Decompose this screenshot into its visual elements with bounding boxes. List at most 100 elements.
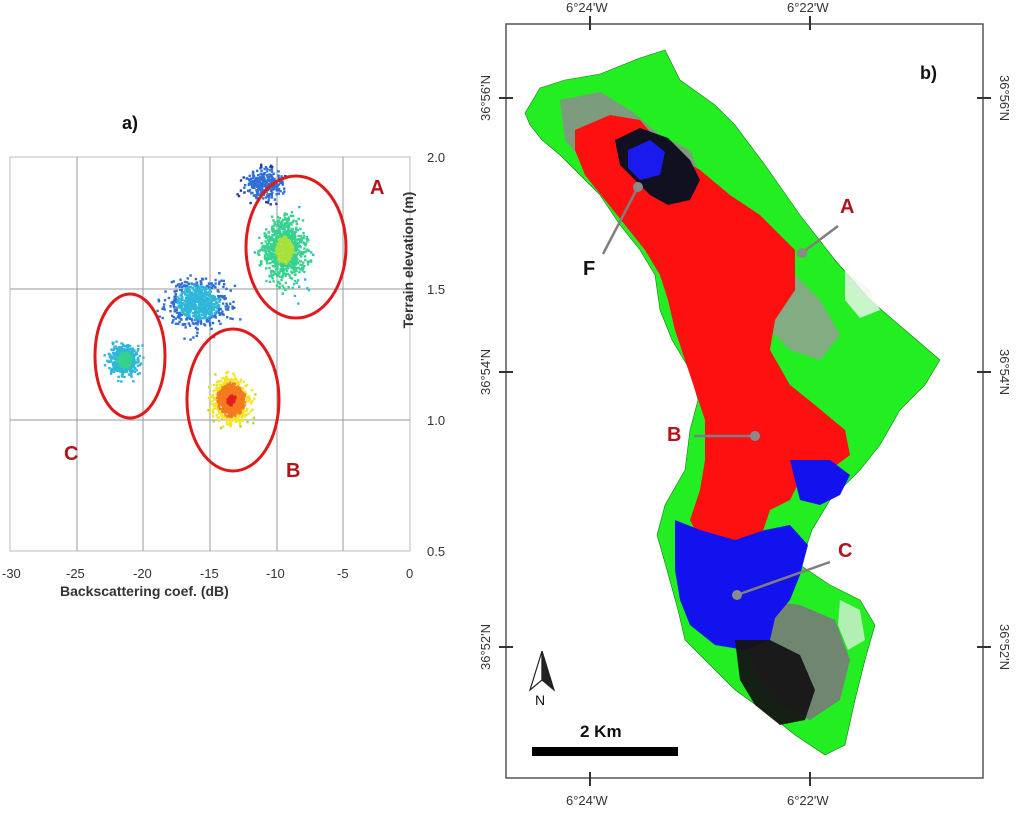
scatter-point: [294, 236, 297, 239]
scatter-point: [276, 249, 279, 252]
scatter-point: [237, 418, 241, 421]
scatter-point: [180, 292, 183, 296]
scatter-point: [225, 392, 228, 395]
scatter-point: [273, 187, 276, 191]
scatter-point: [223, 382, 227, 386]
scatter-point: [118, 358, 122, 362]
scatter-point: [222, 384, 226, 387]
scatter-point: [293, 270, 296, 274]
scatter-point: [123, 356, 126, 359]
scatter-point: [215, 404, 218, 407]
scatter-point: [240, 401, 244, 404]
scatter-point: [192, 283, 196, 286]
scatter-point: [184, 300, 188, 303]
scatter-point: [237, 394, 240, 397]
scatter-point: [174, 322, 178, 325]
scatter-point: [276, 228, 280, 232]
scatter-point: [267, 242, 271, 245]
scatter-point: [108, 366, 111, 370]
scatter-point: [157, 298, 160, 301]
scatter-point: [231, 307, 234, 310]
scatter-point: [191, 319, 194, 322]
scatter-point: [292, 262, 296, 265]
scatter-point: [238, 394, 241, 398]
scatter-point: [196, 331, 199, 334]
scatter-point: [230, 403, 234, 407]
scatter-point: [259, 260, 263, 263]
scatter-point: [273, 239, 276, 242]
scatter-point: [171, 321, 174, 324]
scatter-point: [301, 269, 304, 272]
scatter-point: [117, 365, 120, 368]
scatter-point: [118, 353, 122, 356]
scatter-point: [235, 382, 239, 385]
scatter-point: [186, 298, 190, 301]
scatter-point: [284, 268, 288, 271]
scatter-point: [284, 244, 288, 247]
scatter-point: [211, 303, 214, 306]
scatter-point: [304, 278, 307, 281]
scatter-point: [205, 309, 208, 312]
scatter-point: [113, 354, 116, 357]
scatter-point: [222, 296, 225, 299]
scatter-point: [296, 242, 299, 245]
scatter-point: [136, 356, 140, 360]
scatter-point: [287, 218, 290, 221]
scatter-point: [281, 269, 284, 273]
scatter-point: [280, 235, 283, 239]
scatter-point: [228, 409, 232, 413]
scatter-point: [200, 294, 203, 298]
scatter-point: [268, 187, 271, 191]
scatter-point: [224, 402, 228, 405]
scatter-point: [244, 183, 247, 187]
scatter-point: [120, 351, 123, 355]
scatter-point: [233, 382, 236, 386]
scatter-point: [271, 270, 275, 273]
scatter-point: [188, 289, 191, 292]
scatter-point: [138, 354, 141, 358]
scatter-point: [199, 282, 203, 285]
scatter-point: [278, 262, 281, 265]
scatter-point: [171, 314, 174, 318]
scatter-point: [241, 414, 244, 417]
scatter-point: [180, 318, 183, 321]
scatter-point: [227, 388, 231, 391]
scatter-point: [273, 259, 277, 263]
scatter-point: [273, 252, 276, 255]
scatter-point: [267, 235, 270, 239]
scatter-point: [195, 318, 198, 321]
leader-line-a: [801, 225, 839, 254]
scatter-point: [271, 234, 274, 237]
scatter-point: [288, 239, 292, 243]
y-tick: 1.0: [427, 413, 446, 428]
scatter-point: [178, 285, 181, 288]
scatter-point: [127, 363, 130, 367]
scatter-point: [260, 186, 263, 190]
scatter-point: [305, 236, 308, 239]
scatter-point: [198, 318, 201, 321]
scatter-point: [138, 372, 141, 375]
scatter-point: [240, 391, 244, 394]
scatter-point: [289, 276, 292, 279]
scatter-point: [214, 286, 217, 289]
scatter-point: [257, 250, 260, 253]
scatter-point: [111, 362, 115, 365]
scatter-point: [266, 239, 270, 242]
scatter-point: [291, 257, 294, 260]
scatter-point: [120, 358, 123, 362]
scatter-point: [232, 406, 236, 409]
scatter-point: [251, 179, 254, 183]
scatter-point: [264, 166, 268, 169]
scatter-point: [221, 409, 225, 412]
scatter-point: [232, 403, 236, 406]
scatter-point: [266, 253, 269, 256]
scatter-point: [115, 358, 118, 361]
scatter-point: [270, 194, 273, 197]
scatter-point: [240, 408, 243, 412]
scatter-point: [266, 175, 269, 178]
scatter-point: [233, 374, 236, 377]
scatter-point: [180, 313, 184, 317]
scatter-point: [290, 262, 293, 266]
scatter-point: [286, 260, 289, 263]
scatter-point: [103, 364, 107, 367]
